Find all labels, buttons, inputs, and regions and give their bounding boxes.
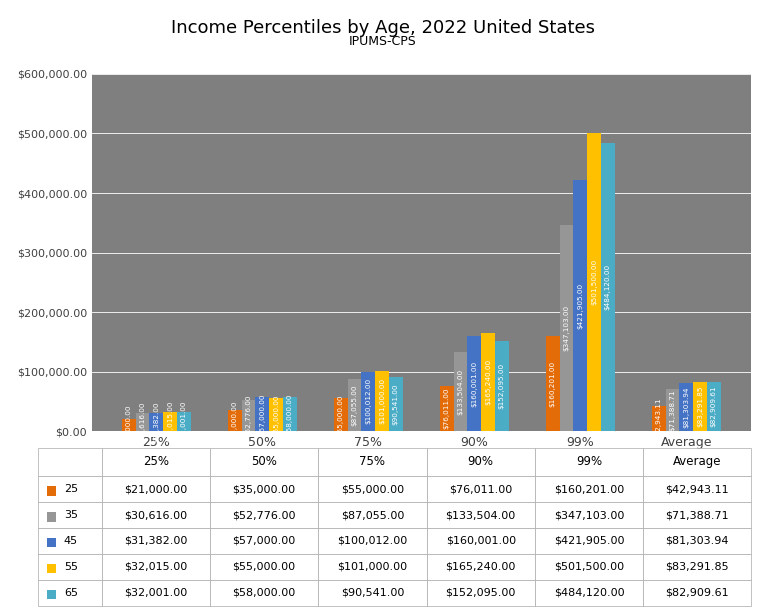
Bar bbox=[269, 399, 283, 431]
Bar bbox=[334, 399, 348, 431]
Text: 35: 35 bbox=[64, 510, 78, 520]
Text: $152,095.00: $152,095.00 bbox=[499, 363, 505, 409]
Bar bbox=[574, 180, 588, 431]
Text: $32,015.00: $32,015.00 bbox=[167, 401, 173, 442]
Bar bbox=[546, 336, 560, 431]
Text: $57,000.00: $57,000.00 bbox=[260, 394, 265, 435]
Text: $82,909.61: $82,909.61 bbox=[711, 386, 717, 428]
Text: $31,382.00: $31,382.00 bbox=[153, 401, 159, 443]
Text: $90,541.00: $90,541.00 bbox=[393, 384, 399, 425]
Bar bbox=[666, 389, 679, 431]
Text: $160,001.00: $160,001.00 bbox=[471, 360, 477, 407]
Text: $83,291.85: $83,291.85 bbox=[697, 386, 703, 427]
Text: 25: 25 bbox=[64, 484, 78, 494]
Bar bbox=[588, 132, 601, 431]
Bar bbox=[255, 397, 269, 431]
Bar bbox=[283, 397, 296, 431]
Text: $165,240.00: $165,240.00 bbox=[485, 359, 491, 405]
Bar bbox=[177, 412, 191, 431]
Text: $32,001.00: $32,001.00 bbox=[181, 401, 187, 442]
Text: $52,776.00: $52,776.00 bbox=[246, 395, 251, 436]
Bar bbox=[495, 341, 509, 431]
Bar bbox=[707, 382, 721, 431]
Text: $55,000.00: $55,000.00 bbox=[338, 394, 344, 436]
Text: $133,504.00: $133,504.00 bbox=[457, 368, 463, 415]
Text: $55,000.00: $55,000.00 bbox=[273, 394, 279, 436]
Text: IPUMS-CPS: IPUMS-CPS bbox=[349, 35, 417, 49]
Text: 45: 45 bbox=[64, 536, 78, 546]
Bar bbox=[389, 377, 403, 431]
Text: $58,000.00: $58,000.00 bbox=[286, 393, 293, 435]
Bar bbox=[440, 386, 453, 431]
Bar bbox=[481, 333, 495, 431]
Bar bbox=[560, 224, 574, 431]
Bar bbox=[362, 371, 375, 431]
Text: $421,905.00: $421,905.00 bbox=[578, 283, 583, 329]
Bar bbox=[652, 405, 666, 431]
Text: $100,012.00: $100,012.00 bbox=[365, 378, 372, 424]
Bar bbox=[375, 371, 389, 431]
Bar bbox=[122, 419, 136, 431]
Bar bbox=[136, 413, 149, 431]
Text: 65: 65 bbox=[64, 588, 78, 598]
Text: $81,303.94: $81,303.94 bbox=[683, 386, 689, 428]
Text: $101,000.00: $101,000.00 bbox=[379, 378, 385, 424]
Text: $21,000.00: $21,000.00 bbox=[126, 404, 132, 446]
Text: $42,943.11: $42,943.11 bbox=[656, 398, 662, 439]
Text: $160,201.00: $160,201.00 bbox=[550, 360, 556, 407]
Bar bbox=[228, 410, 241, 431]
Bar bbox=[693, 381, 707, 431]
Text: $35,000.00: $35,000.00 bbox=[232, 400, 237, 442]
Text: $501,500.00: $501,500.00 bbox=[591, 259, 597, 305]
Bar bbox=[453, 352, 467, 431]
Text: $347,103.00: $347,103.00 bbox=[564, 305, 569, 351]
Bar bbox=[163, 412, 177, 431]
Bar bbox=[601, 143, 615, 431]
Bar bbox=[679, 383, 693, 431]
Text: Income Percentiles by Age, 2022 United States: Income Percentiles by Age, 2022 United S… bbox=[171, 18, 595, 37]
Text: $71,388.71: $71,388.71 bbox=[669, 389, 676, 431]
Text: $87,055.00: $87,055.00 bbox=[352, 384, 358, 426]
Text: $484,120.00: $484,120.00 bbox=[605, 264, 611, 310]
Bar bbox=[348, 379, 362, 431]
Text: 55: 55 bbox=[64, 562, 78, 572]
Text: $76,011.00: $76,011.00 bbox=[444, 388, 450, 429]
Text: $30,616.00: $30,616.00 bbox=[139, 402, 146, 443]
Bar bbox=[241, 400, 255, 431]
Bar bbox=[467, 336, 481, 431]
Bar bbox=[149, 413, 163, 431]
